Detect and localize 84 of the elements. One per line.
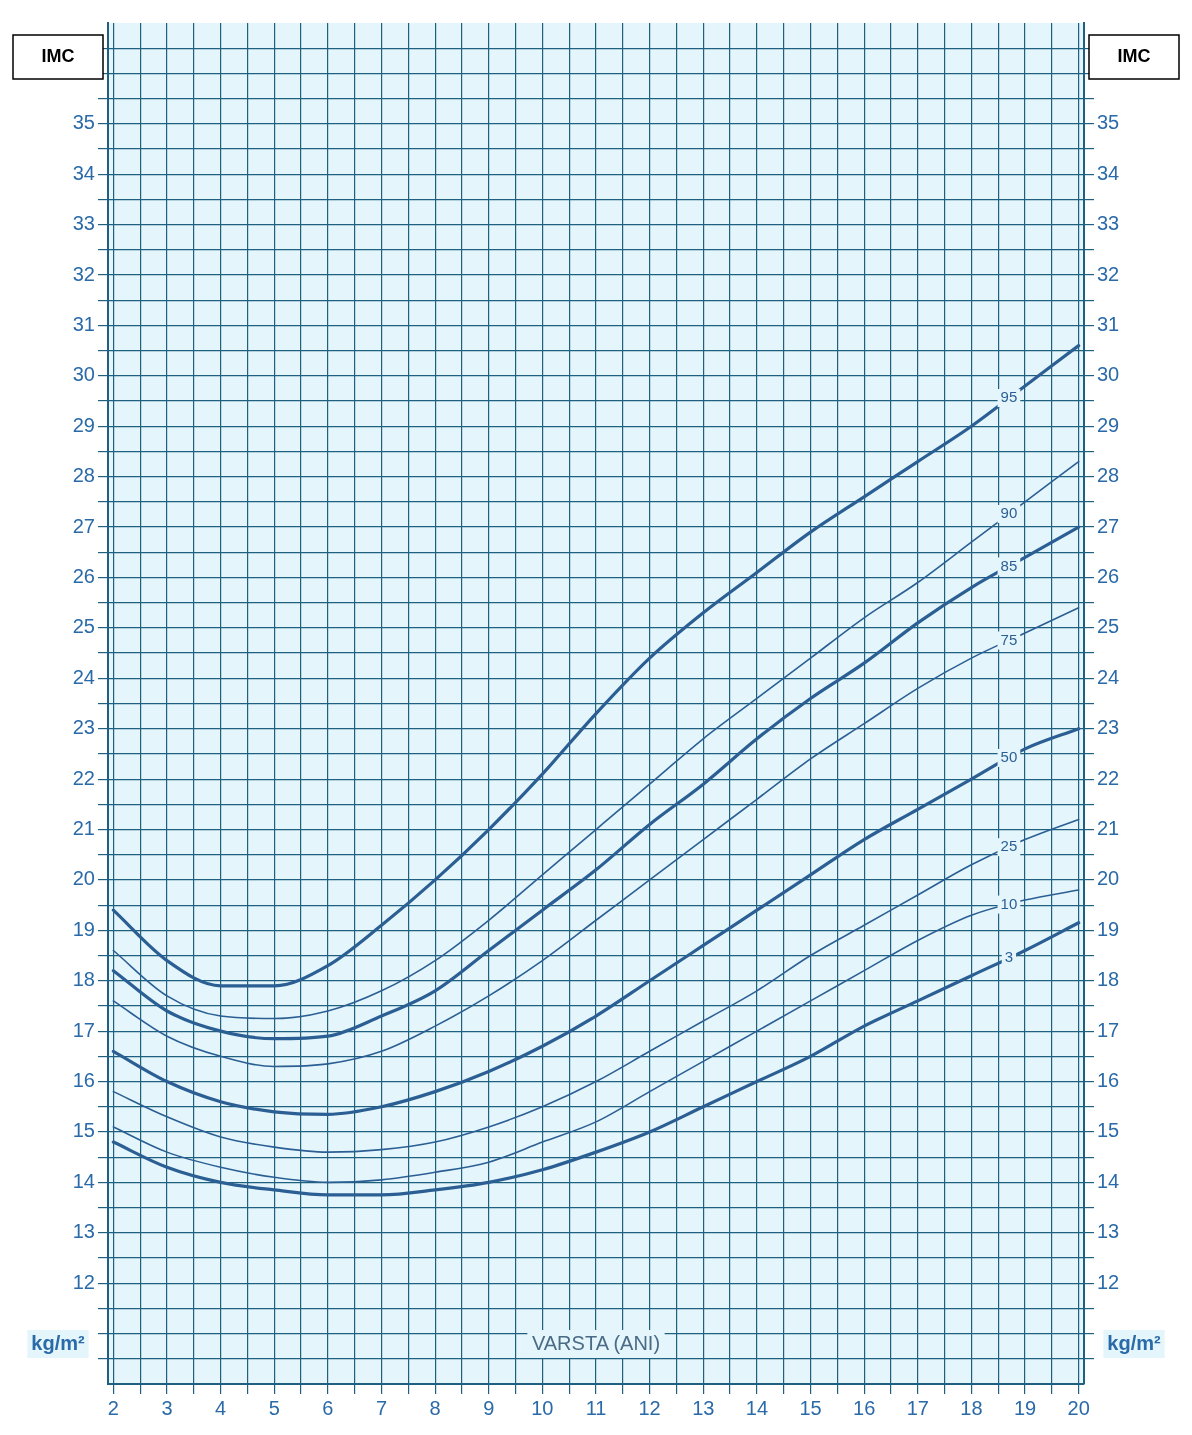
y2-tick-label: 17 xyxy=(1097,1018,1120,1041)
x-tick-label: 11 xyxy=(585,1396,607,1419)
y2-tick-label: 35 xyxy=(1097,111,1120,134)
x-tick-label: 3 xyxy=(161,1396,173,1419)
y-tick-label: 29 xyxy=(72,413,95,436)
y2-tick-label: 26 xyxy=(1097,565,1120,587)
y2-tick-label: 12 xyxy=(1097,1270,1120,1293)
y2-tick-label: 19 xyxy=(1097,917,1120,940)
x-tick-label: 10 xyxy=(531,1396,554,1419)
y2-tick-label: 34 xyxy=(1097,161,1120,184)
y-tick-label: 34 xyxy=(72,161,95,184)
series-label: 10 xyxy=(1000,894,1018,912)
x-tick-label: 6 xyxy=(322,1396,334,1419)
y2-tick-label: 18 xyxy=(1097,968,1120,991)
y2-tick-label: 20 xyxy=(1097,867,1120,890)
x-tick-label: 14 xyxy=(745,1396,768,1419)
y2-tick-label: 21 xyxy=(1097,817,1120,840)
x-tick-label: 9 xyxy=(483,1396,495,1419)
x-tick-label: 13 xyxy=(692,1396,715,1419)
x-tick-label: 7 xyxy=(375,1396,388,1419)
y-tick-label: 25 xyxy=(72,615,95,638)
y2-axis-title: IMC xyxy=(1117,45,1151,66)
series-label: 75 xyxy=(1000,630,1018,648)
series-label: 3 xyxy=(1004,948,1014,966)
y2-tick-label: 30 xyxy=(1097,363,1120,386)
y-tick-label: 21 xyxy=(72,817,95,840)
series-label: 95 xyxy=(1000,388,1018,406)
y-tick-label: 30 xyxy=(72,363,95,386)
series-label: 90 xyxy=(1000,504,1018,522)
x-tick-label: 8 xyxy=(429,1396,441,1419)
y-axis-title: IMC xyxy=(41,45,75,66)
text: kg/m² xyxy=(1107,1331,1162,1354)
y-tick-label: 16 xyxy=(72,1069,95,1092)
y2-tick-label: 22 xyxy=(1097,766,1120,789)
y-tick-label: 23 xyxy=(72,716,95,739)
y2-tick-label: 16 xyxy=(1097,1069,1120,1092)
line-series xyxy=(111,727,1081,1116)
y-tick-label: 28 xyxy=(72,464,95,487)
y2-tick-label: 32 xyxy=(1097,262,1120,285)
y2-tick-label: 28 xyxy=(1097,464,1120,487)
y2-tick-label: 14 xyxy=(1097,1169,1120,1192)
x-axis-title: VARSTA (ANI) xyxy=(531,1331,661,1354)
line-series xyxy=(112,818,1080,1153)
x-tick-label: 2 xyxy=(107,1396,119,1419)
y2-tick-label: 24 xyxy=(1097,665,1120,688)
y-tick-label: 33 xyxy=(72,212,95,235)
y2-tick-label: 13 xyxy=(1097,1220,1120,1243)
text: kg/m² xyxy=(31,1331,86,1354)
x-tick-label: 16 xyxy=(853,1396,876,1419)
x-tick-label: 17 xyxy=(906,1396,929,1419)
y-tick-label: 24 xyxy=(72,665,95,688)
series-label: 25 xyxy=(1000,837,1018,855)
line-series xyxy=(112,606,1080,1068)
y2-tick-label: 31 xyxy=(1097,312,1120,335)
y2-tick-label: 25 xyxy=(1097,615,1120,638)
y-tick-label: 22 xyxy=(72,766,95,789)
x-tick-label: 4 xyxy=(215,1396,227,1419)
x-tick-label: 15 xyxy=(799,1396,822,1419)
y-tick-label: 14 xyxy=(72,1169,95,1192)
x-tick-label: 20 xyxy=(1067,1396,1090,1419)
y-tick-label: 12 xyxy=(72,1270,95,1293)
line-series xyxy=(111,344,1081,988)
y-tick-label: 15 xyxy=(72,1119,95,1142)
y-tick-label: 32 xyxy=(72,262,95,285)
y-tick-label: 17 xyxy=(72,1018,95,1041)
y-tick-label: 19 xyxy=(72,917,95,940)
y2-tick-label: 23 xyxy=(1097,716,1120,739)
y-tick-label: 18 xyxy=(72,968,95,991)
x-tick-label: 12 xyxy=(638,1396,661,1419)
y-tick-label: 35 xyxy=(72,111,95,134)
x-tick-label: 19 xyxy=(1013,1396,1037,1419)
series-label: 85 xyxy=(1000,556,1018,574)
y-tick-label: 26 xyxy=(72,565,95,587)
y2-tick-label: 27 xyxy=(1097,514,1120,537)
y-tick-label: 27 xyxy=(72,514,95,537)
y2-tick-label: 33 xyxy=(1097,212,1120,235)
y2-tick-label: 29 xyxy=(1097,413,1120,436)
y2-tick-label: 15 xyxy=(1097,1119,1120,1142)
x-tick-label: 18 xyxy=(960,1396,983,1419)
series-label: 50 xyxy=(1000,748,1018,766)
y-tick-label: 13 xyxy=(72,1220,95,1243)
y-tick-label: 20 xyxy=(72,867,95,890)
x-tick-label: 5 xyxy=(268,1396,280,1419)
y-tick-label: 31 xyxy=(72,312,95,335)
